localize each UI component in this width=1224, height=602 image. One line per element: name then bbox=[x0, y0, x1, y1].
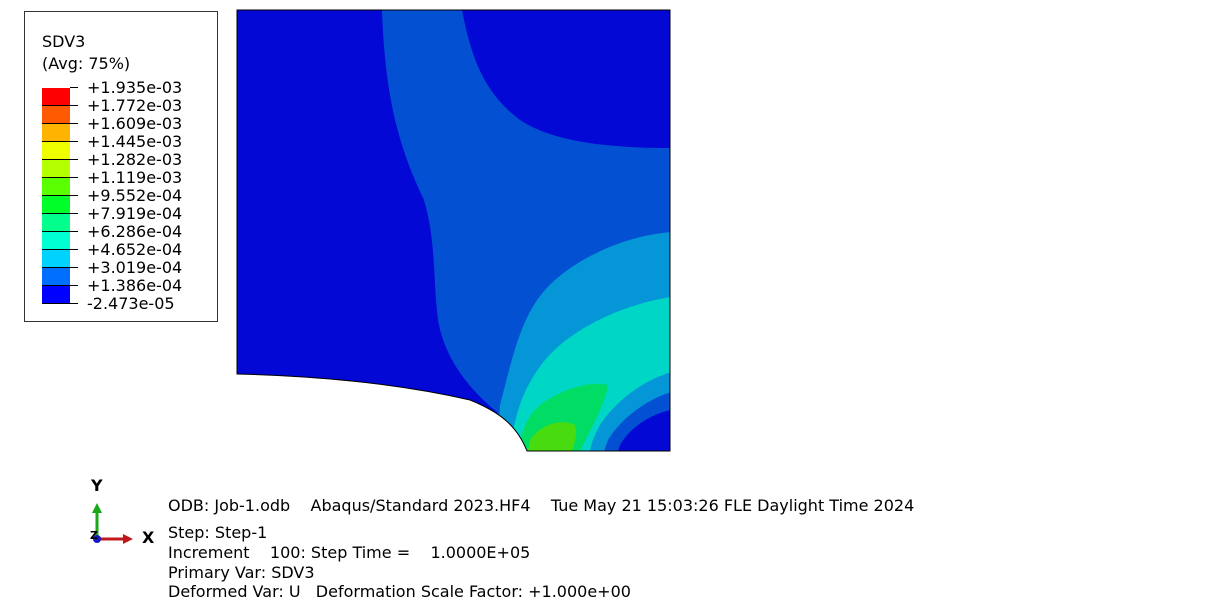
legend-swatch bbox=[42, 124, 70, 142]
legend-level-label: +1.386e-04 bbox=[87, 276, 183, 295]
triad-y-label: Y bbox=[91, 476, 103, 495]
legend-swatch bbox=[42, 88, 70, 106]
legend-level-label: +6.286e-04 bbox=[87, 222, 183, 241]
legend-swatch bbox=[42, 250, 70, 268]
legend-level-label: +1.445e-03 bbox=[87, 132, 183, 151]
legend-level-label: +1.935e-03 bbox=[87, 78, 183, 97]
triad-x-label: X bbox=[142, 528, 155, 547]
legend-level-label: +1.609e-03 bbox=[87, 114, 183, 133]
legend-color-bar bbox=[42, 88, 70, 304]
legend-swatch bbox=[42, 178, 70, 196]
legend-swatch bbox=[42, 142, 70, 160]
legend-level-label: +1.772e-03 bbox=[87, 96, 183, 115]
contour-region-lime bbox=[528, 422, 576, 451]
legend-level-label: +7.919e-04 bbox=[87, 204, 183, 223]
legend-level-label: +3.019e-04 bbox=[87, 258, 183, 277]
legend-swatch bbox=[42, 196, 70, 214]
part-outline bbox=[236, 9, 671, 452]
info-deformed-var-line: Deformed Var: U Deformation Scale Factor… bbox=[168, 582, 631, 601]
legend-variable: SDV3 bbox=[42, 32, 86, 51]
info-odb-line: ODB: Job-1.odb Abaqus/Standard 2023.HF4 … bbox=[168, 496, 915, 515]
legend-swatch bbox=[42, 286, 70, 304]
legend-swatch bbox=[42, 106, 70, 124]
legend-swatch bbox=[42, 160, 70, 178]
legend-level-label: +4.652e-04 bbox=[87, 240, 183, 259]
triad-z-label: Z bbox=[90, 529, 98, 542]
legend-swatch bbox=[42, 232, 70, 250]
triad-origin bbox=[93, 535, 101, 543]
legend-averaging: (Avg: 75%) bbox=[42, 54, 131, 73]
legend-level-label: -2.473e-05 bbox=[87, 294, 175, 313]
legend-level-label: +1.282e-03 bbox=[87, 150, 183, 169]
triad-y-arrowhead bbox=[92, 503, 102, 513]
legend-swatch bbox=[42, 268, 70, 286]
legend-swatch bbox=[42, 214, 70, 232]
contour-region-right-deep-blue bbox=[618, 410, 670, 451]
info-increment-line: Increment 100: Step Time = 1.0000E+05 bbox=[168, 543, 531, 562]
triad-x-arrowhead bbox=[123, 534, 133, 544]
info-step-line: Step: Step-1 bbox=[168, 523, 268, 542]
coordinate-triad bbox=[92, 503, 133, 544]
contour-legend[interactable]: SDV3 (Avg: 75%) +1.935e-03 +1.772e-03 +1… bbox=[24, 11, 218, 322]
info-primary-var-line: Primary Var: SDV3 bbox=[168, 563, 315, 582]
legend-level-label: +1.119e-03 bbox=[87, 168, 183, 187]
legend-level-label: +9.552e-04 bbox=[87, 186, 183, 205]
